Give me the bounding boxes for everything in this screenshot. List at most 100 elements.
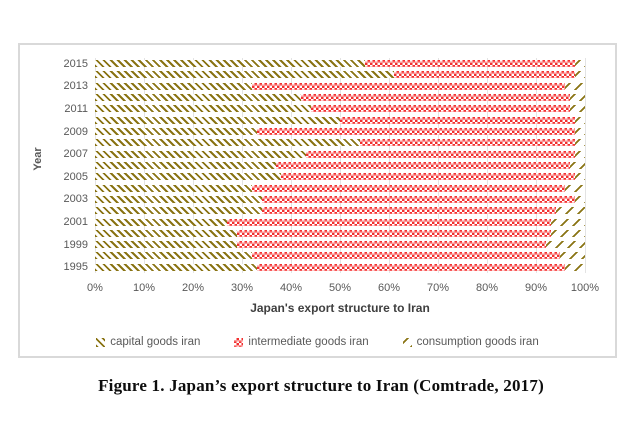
legend-label: consumption goods iran [416,336,539,348]
bar-segment-intermediate [359,139,576,147]
y-tick-label-2005: 2005 [63,170,88,183]
y-tick-label-2011: 2011 [64,102,88,115]
x-tick-label-90: 90% [524,282,548,294]
stacked-bar-2015 [95,60,585,68]
x-tick-label-80: 80% [475,282,499,294]
bar-segment-consumption [560,252,585,260]
stacked-bar-2007 [95,150,585,158]
bar-segment-consumption [570,105,585,113]
bar-row-2009 [95,126,585,137]
x-tick-label-60: 60% [377,282,401,294]
bar-segment-capital [95,263,257,271]
stacked-bar-2005 [95,173,585,181]
bar-segment-consumption [575,116,585,124]
bar-segment-intermediate [340,116,576,124]
stacked-bar-1995 [95,263,585,271]
bar-segment-intermediate [300,94,571,102]
bar-segment-consumption [565,184,585,192]
bar-segment-capital [95,218,228,226]
bar-row-2010 [95,115,585,126]
stacked-bar-2004 [95,184,585,192]
y-tick-label-2003: 2003 [63,193,88,206]
bar-segment-intermediate [364,60,576,68]
bar-segment-intermediate [237,241,546,249]
bar-row-2004 [95,182,585,193]
y-axis-tick-labels: 2015 2013 2011 2009 2007 2005 2003 2001 1999 1995 [20,57,88,274]
bar-segment-consumption [575,60,585,68]
y-tick-label-1999: 1999 [63,238,88,251]
bar-segment-capital [95,184,252,192]
bar-row-1997 [95,250,585,261]
bar-row-2008 [95,137,585,148]
bar-segment-consumption [545,241,585,249]
stacked-bar-2001 [95,218,585,226]
bar-segment-consumption [575,150,585,158]
bar-segment-capital [95,128,257,136]
plot-area [95,58,586,273]
chart-legend: capital goods iran intermediate goods ira… [20,336,615,348]
bar-segment-intermediate [305,150,576,158]
bar-segment-capital [95,195,262,203]
capital-pattern-swatch-icon [96,337,106,347]
legend-item-capital-goods-iran: capital goods iran [96,336,200,348]
x-tick-label-0: 0% [87,282,103,294]
gridline [585,58,586,273]
bar-segment-intermediate [281,173,576,181]
stacked-bar-1999 [95,241,585,249]
bar-segment-intermediate [261,195,576,203]
bar-row-2006 [95,160,585,171]
y-tick-label-1995: 1995 [63,261,88,274]
legend-label: intermediate goods iran [248,336,369,348]
y-tick-label-2009: 2009 [63,125,88,138]
bar-segment-capital [95,207,262,215]
bar-segment-consumption [570,94,585,102]
bar-row-2001 [95,216,585,227]
bar-segment-consumption [575,195,585,203]
bar-segment-consumption [565,82,585,90]
bar-row-2000 [95,228,585,239]
x-axis-tick-labels: 0% 10% 20% 30% 40% 50% 60% 70% 80% 90% 100% [87,282,599,296]
bar-row-2014 [95,69,585,80]
x-tick-label-70: 70% [426,282,450,294]
y-tick-label-2001: 2001 [63,216,88,229]
x-tick-label-100: 100% [570,282,600,294]
bar-segment-consumption [550,218,585,226]
bar-segment-intermediate [261,207,556,215]
bar-row-2007 [95,149,585,160]
bar-segment-capital [95,60,365,68]
y-tick-label-2013: 2013 [63,80,88,93]
bar-row-2002 [95,205,585,216]
bar-rows [95,58,585,273]
stacked-bar-1997 [95,252,585,260]
stacked-bar-2012 [95,94,585,102]
y-tick-label-2015: 2015 [63,57,88,70]
bar-segment-capital [95,161,277,169]
bar-row-2015 [95,58,585,69]
bar-segment-intermediate [256,128,576,136]
intermediate-pattern-swatch-icon [234,337,244,347]
bar-segment-intermediate [251,82,566,90]
bar-segment-intermediate [393,71,576,79]
bar-segment-capital [95,252,252,260]
bar-segment-intermediate [276,161,571,169]
legend-item-intermediate-goods-iran: intermediate goods iran [234,336,369,348]
bar-row-2011 [95,103,585,114]
bar-row-1995 [95,262,585,273]
bar-segment-intermediate [251,252,561,260]
x-axis-title: Japan's export structure to Iran [250,301,430,315]
stacked-bar-2013 [95,82,585,90]
bar-segment-consumption [575,71,585,79]
stacked-bar-2006 [95,161,585,169]
consumption-pattern-swatch-icon [402,337,412,347]
bar-segment-capital [95,229,238,237]
stacked-bar-2009 [95,128,585,136]
x-tick-label-30: 30% [230,282,254,294]
bar-segment-intermediate [237,229,551,237]
bar-segment-capital [95,71,394,79]
stacked-bar-2011 [95,105,585,113]
stacked-bar-2014 [95,71,585,79]
bar-segment-intermediate [310,105,571,113]
y-tick-label-2007: 2007 [63,148,88,161]
bar-segment-capital [95,94,301,102]
